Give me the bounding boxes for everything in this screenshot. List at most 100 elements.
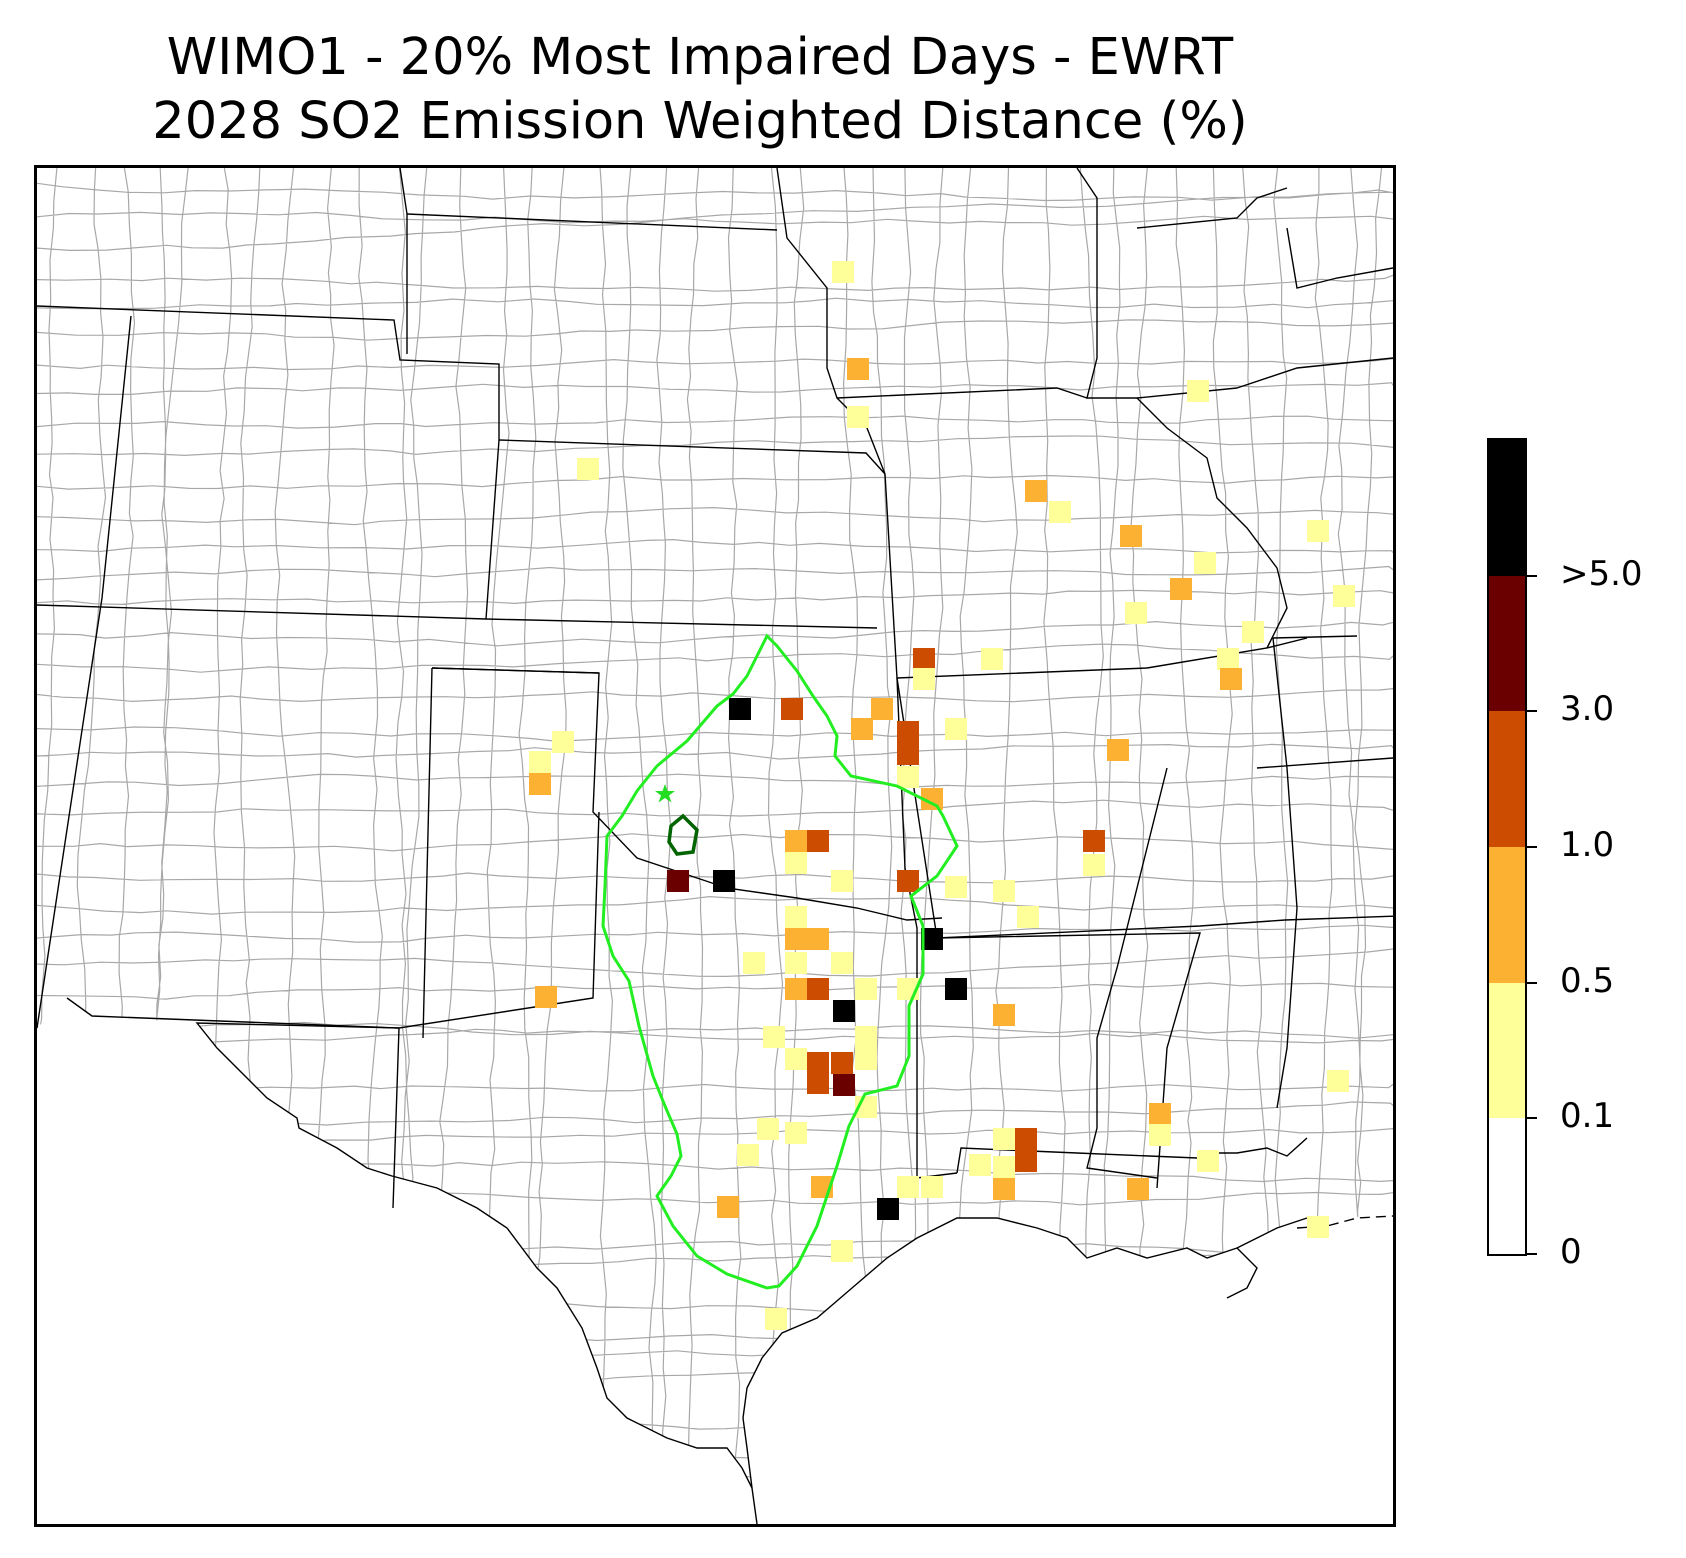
emission-cell: [1149, 1103, 1171, 1125]
emission-cell: [831, 1240, 853, 1262]
colorbar-tick-label: 0.5: [1560, 960, 1615, 1001]
emission-cell: [763, 1026, 785, 1048]
county-mesh: [37, 168, 1393, 1524]
emission-cell: [1242, 621, 1264, 643]
emission-cell: [1194, 552, 1216, 574]
emission-cell: [897, 870, 919, 892]
emission-cell: [529, 751, 551, 773]
emission-cell: [969, 1154, 991, 1176]
emission-cells: [529, 261, 1355, 1330]
emission-cell: [785, 906, 807, 928]
emission-cell: [785, 928, 807, 950]
emission-cell: [757, 1118, 779, 1140]
emission-cell: [1149, 1124, 1171, 1146]
emission-cell: [743, 952, 765, 974]
emission-cell: [831, 952, 853, 974]
emission-cell: [785, 1122, 807, 1144]
emission-cell: [807, 1052, 829, 1074]
emission-cell: [847, 358, 869, 380]
colorbar-tick-label: 1.0: [1560, 825, 1615, 865]
emission-cell: [737, 1144, 759, 1166]
emission-cell: [913, 668, 935, 690]
emission-cell: [781, 698, 803, 720]
state-boundaries: [37, 168, 1393, 1524]
emission-cell: [1125, 602, 1147, 624]
monitor-site-star-icon: [655, 784, 675, 803]
class1-area-outline: [667, 813, 699, 856]
emission-cell: [785, 830, 807, 852]
emission-cell: [993, 1004, 1015, 1026]
emission-cell: [807, 928, 829, 950]
emission-cell: [897, 743, 919, 765]
emission-cell: [897, 721, 919, 743]
emission-cell: [1015, 1150, 1037, 1172]
emission-cell: [1025, 480, 1047, 502]
emission-cell: [529, 773, 551, 795]
emission-cell: [945, 876, 967, 898]
emission-cell: [1327, 1070, 1349, 1092]
emission-cell: [807, 830, 829, 852]
colorbar-segment: [1489, 1118, 1525, 1254]
colorbar-tick: [1527, 574, 1537, 577]
emission-cell: [577, 458, 599, 480]
emission-cell: [871, 698, 893, 720]
emission-cell: [1197, 1150, 1219, 1172]
emission-cell: [993, 1156, 1015, 1178]
emission-cell: [831, 1052, 853, 1074]
emission-cell: [807, 1072, 829, 1094]
emission-cell: [1217, 648, 1239, 670]
emission-cell: [1049, 501, 1071, 523]
emission-cell: [785, 1048, 807, 1070]
area-of-influence-contour: [601, 633, 959, 1290]
emission-cell: [1120, 525, 1142, 547]
colorbar-tick-label: 3.0: [1560, 689, 1615, 730]
emission-cell: [807, 978, 829, 1000]
emission-cell: [1170, 578, 1192, 600]
emission-cell: [1127, 1178, 1149, 1200]
colorbar-tick: [1527, 981, 1537, 984]
chart-title: WIMO1 - 20% Most Impaired Days - EWRT: [166, 28, 1234, 87]
emission-cell: [1015, 1128, 1037, 1150]
emission-cell: [1017, 906, 1039, 928]
colorbar-tick-label: 0: [1560, 1232, 1582, 1272]
emission-cell: [765, 1308, 787, 1330]
emission-cell: [1220, 668, 1242, 690]
emission-cell: [832, 261, 854, 283]
mexico-region: [37, 998, 757, 1524]
colorbar-segment: [1489, 982, 1525, 1119]
colorbar: [1487, 438, 1527, 1256]
emission-cell: [833, 1000, 855, 1022]
emission-cell: [1333, 585, 1355, 607]
emission-cell: [552, 731, 574, 753]
emission-cell: [785, 978, 807, 1000]
emission-cell: [1307, 520, 1329, 542]
emission-cell: [855, 1048, 877, 1070]
emission-cell: [921, 788, 943, 810]
emission-cell: [945, 718, 967, 740]
emission-cell: [981, 648, 1003, 670]
emission-cell: [831, 870, 853, 892]
colorbar-segment: [1489, 711, 1525, 847]
chart-subtitle: 2028 SO2 Emission Weighted Distance (%): [152, 92, 1248, 151]
emission-cell: [667, 870, 689, 892]
colorbar-tick: [1527, 1117, 1537, 1120]
emission-cell: [921, 928, 943, 950]
county-boundaries: [37, 168, 1393, 1524]
emission-cell: [1083, 854, 1105, 876]
colorbar-tick: [1527, 710, 1537, 713]
emission-cell: [897, 766, 919, 788]
emission-cell: [713, 870, 735, 892]
emission-cell: [851, 718, 873, 740]
emission-cell: [717, 1196, 739, 1218]
emission-cell: [785, 852, 807, 874]
emission-cell: [535, 986, 557, 1008]
colorbar-tick: [1527, 1253, 1537, 1255]
emission-cell: [1187, 380, 1209, 402]
emission-cell: [921, 1176, 943, 1198]
map-canvas: [37, 168, 1393, 1524]
colorbar-segment: [1489, 575, 1525, 712]
colorbar-segment: [1489, 440, 1525, 576]
emission-cell: [729, 698, 751, 720]
gulf-of-mexico: [743, 1216, 1393, 1524]
colorbar-segment: [1489, 847, 1525, 983]
